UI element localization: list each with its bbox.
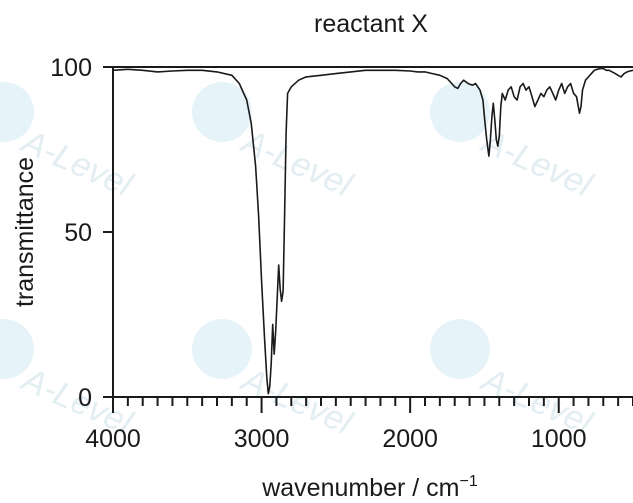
y-tick-label-50: 50	[64, 219, 92, 247]
x-tick-label-1000: 1000	[531, 425, 587, 453]
x-tick-label-4000: 4000	[85, 425, 141, 453]
y-tick-label-100: 100	[50, 54, 92, 82]
y-axis-ticks	[103, 66, 113, 398]
x-axis-label: wavenumber / cm−1	[261, 473, 478, 502]
x-axis-label-superscript: −1	[460, 473, 478, 490]
x-tick-label-2000: 2000	[382, 425, 438, 453]
svg-text:A-Level: A-Level	[475, 122, 599, 205]
x-axis-ticks	[112, 397, 633, 413]
y-tick-label-0: 0	[78, 384, 92, 412]
x-tick-label-3000: 3000	[234, 425, 290, 453]
x-axis-label-text: wavenumber / cm	[261, 474, 459, 502]
y-axis-label: transmittance	[11, 157, 39, 307]
svg-text:A-Level: A-Level	[235, 122, 359, 205]
x-tick-labels: 4000 3000 2000 1000	[85, 425, 586, 453]
y-tick-labels: 0 50 100	[50, 54, 92, 412]
chart-title: reactant X	[314, 10, 428, 38]
spectrum-line	[112, 67, 633, 395]
